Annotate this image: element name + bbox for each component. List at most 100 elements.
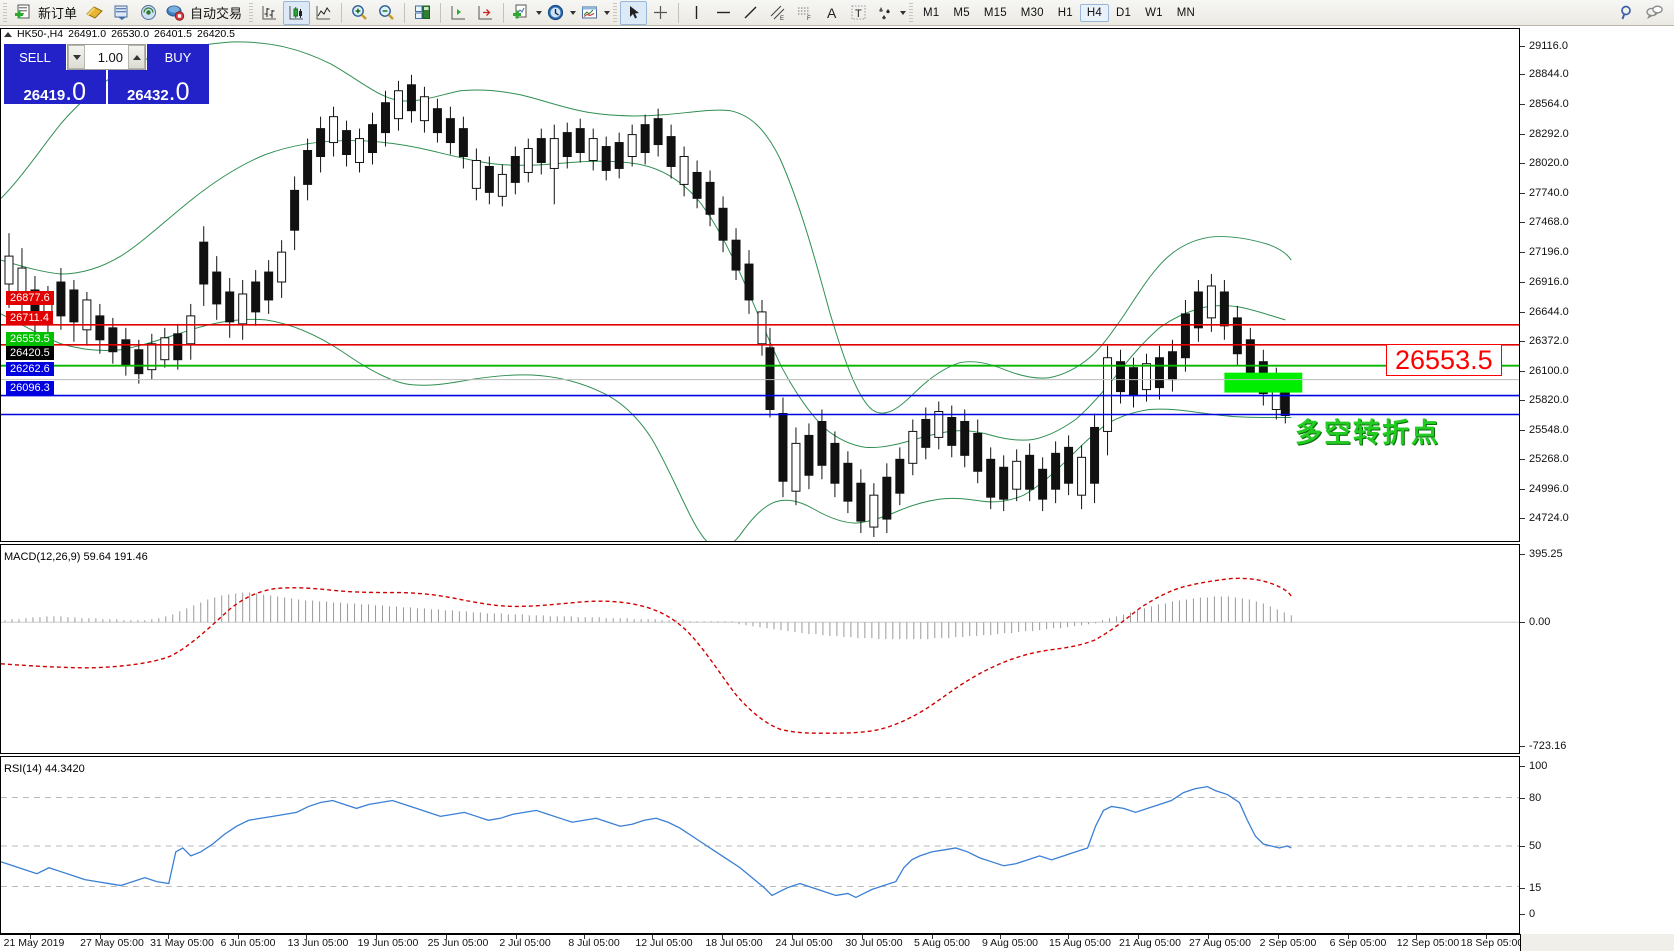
templates-button[interactable] (576, 1, 603, 25)
time-label-10: 18 Jul 05:00 (705, 937, 763, 949)
macd-tick-0: 395.25 (1520, 548, 1563, 560)
line-chart-button[interactable] (310, 1, 337, 25)
sell-price-display[interactable]: 26419 .0 (4, 70, 106, 104)
shapes-dropdown-caret[interactable] (900, 10, 907, 15)
signals-button[interactable] (135, 1, 162, 25)
time-label-7: 2 Jul 05:00 (499, 937, 551, 949)
toolbar-grip[interactable] (3, 2, 7, 23)
price-chart-svg (1, 41, 1519, 541)
toolbar-grip-2[interactable] (249, 2, 254, 23)
price-chart-pane[interactable] (0, 28, 1520, 542)
macd-axis[interactable]: 395.25 0.00 -723.16 (1520, 544, 1674, 754)
time-label-1: 27 May 05:00 (80, 937, 144, 949)
timeframe-mn[interactable]: MN (1176, 6, 1196, 19)
time-label-3: 6 Jun 05:00 (220, 937, 276, 949)
expert-advisors-button[interactable] (81, 1, 108, 25)
price-tag-resistance-2[interactable]: 26711.4 (6, 311, 53, 325)
rsi-tick-80: 80 (1520, 792, 1541, 804)
tile-windows-button[interactable] (409, 1, 436, 25)
horizontal-line-button[interactable] (710, 1, 737, 25)
buy-button[interactable]: BUY (147, 44, 209, 70)
vertical-line-button[interactable] (683, 1, 710, 25)
time-label-13: 5 Aug 05:00 (913, 937, 971, 949)
volume-decrease-button[interactable] (68, 45, 85, 69)
auto-scroll-button[interactable] (472, 1, 499, 25)
bollinger-middle-band (1, 140, 1286, 449)
price-tag-current: 26420.5 (6, 346, 54, 360)
shapes-button[interactable] (872, 1, 899, 25)
price-tick-4: 28020.0 (1520, 157, 1569, 169)
price-tag-resistance-1[interactable]: 26877.6 (6, 291, 54, 305)
timeframe-m5[interactable]: M5 (953, 6, 970, 19)
buy-price-display[interactable]: 26432 .0 (107, 70, 209, 106)
timeframe-m1[interactable]: M1 (923, 6, 940, 19)
time-label-4: 13 Jun 05:00 (287, 937, 349, 949)
tile-windows-icon (415, 5, 431, 19)
one-click-trading-panel[interactable]: SELL 1.00 BUY 26419 .0 26432 .0 (4, 44, 209, 104)
new-order-button[interactable]: 新订单 (10, 1, 81, 25)
autotrading-button[interactable]: 自动交易 (162, 1, 246, 25)
price-axis[interactable]: 29116.0 28844.0 28564.0 28292.0 28020.0 … (1520, 28, 1674, 542)
indicators-button[interactable] (508, 1, 535, 25)
buy-price-decimal: .0 (168, 77, 190, 106)
data-window-button[interactable] (108, 1, 135, 25)
horizontal-line-icon (717, 11, 731, 14)
status-bar (0, 934, 1674, 951)
price-callout-annotation[interactable]: 26553.5 (1386, 344, 1502, 377)
timeframe-d1[interactable]: D1 (1116, 6, 1132, 19)
timeframe-m30[interactable]: M30 (1020, 6, 1044, 19)
periods-button[interactable] (542, 1, 569, 25)
timeframe-w1[interactable]: W1 (1145, 6, 1163, 19)
toolbar-separator-5 (678, 2, 680, 23)
trendline-button[interactable] (737, 1, 764, 25)
equidistant-channel-button[interactable]: E (764, 1, 791, 25)
sell-button[interactable]: SELL (4, 44, 66, 70)
text-button[interactable]: A (818, 1, 845, 25)
svg-text:T: T (855, 8, 862, 20)
time-label-21: 18 Sep 05:00 (1460, 937, 1524, 949)
candlestick-chart-button[interactable] (283, 0, 311, 25)
macd-pane[interactable] (0, 544, 1520, 754)
time-axis[interactable]: 21 May 2019 27 May 05:00 31 May 05:00 6 … (0, 934, 1524, 951)
crosshair-button[interactable] (647, 1, 674, 25)
time-label-5: 19 Jun 05:00 (357, 937, 419, 949)
toolbar-grip-3[interactable] (613, 2, 618, 23)
timeframe-m15[interactable]: M15 (983, 6, 1007, 19)
volume-spinner[interactable]: 1.00 (67, 44, 146, 70)
line-chart-icon (316, 6, 331, 20)
rsi-pane[interactable] (0, 756, 1520, 934)
cursor-button[interactable] (620, 0, 648, 25)
time-label-11: 24 Jul 05:00 (775, 937, 833, 949)
chart-shift-button[interactable] (445, 1, 472, 25)
search-button[interactable] (1614, 1, 1641, 25)
collapse-triangle-icon[interactable] (4, 31, 12, 37)
rsi-axis[interactable]: 100 80 50 15 0 (1520, 756, 1674, 934)
text-label-button[interactable]: T (845, 1, 872, 25)
timeframe-h4[interactable]: H4 (1079, 3, 1109, 22)
svg-text:F: F (807, 16, 811, 22)
zoom-out-icon (379, 5, 394, 20)
templates-icon (582, 6, 598, 19)
indicators-dropdown-caret[interactable] (536, 10, 543, 15)
zoom-in-button[interactable] (346, 1, 373, 25)
chinese-note-annotation[interactable]: 多空转折点 (1295, 418, 1440, 448)
chat-button[interactable] (1641, 1, 1668, 25)
trade-panel-price-row: 26419 .0 26432 .0 (4, 70, 209, 104)
time-label-17: 27 Aug 05:00 (1189, 937, 1251, 949)
templates-dropdown-caret[interactable] (604, 10, 611, 15)
price-tick-11: 26100.0 (1520, 365, 1569, 377)
price-tag-support-1[interactable]: 26262.6 (6, 362, 54, 376)
price-tag-pivot[interactable]: 26553.5 (6, 332, 54, 346)
bollinger-upper-band (1, 41, 1292, 414)
volume-increase-button[interactable] (128, 45, 145, 69)
volume-input[interactable]: 1.00 (85, 45, 128, 69)
toolbar-grip-4[interactable] (909, 2, 914, 23)
data-window-icon (114, 5, 128, 20)
bar-chart-button[interactable] (256, 1, 283, 25)
periods-dropdown-caret[interactable] (570, 10, 577, 15)
timeframe-h1[interactable]: H1 (1057, 6, 1073, 19)
time-label-0: 21 May 2019 (3, 937, 65, 949)
price-tag-support-2[interactable]: 26096.3 (6, 381, 54, 395)
zoom-out-button[interactable] (373, 1, 400, 25)
fibonacci-button[interactable]: F (791, 1, 818, 25)
